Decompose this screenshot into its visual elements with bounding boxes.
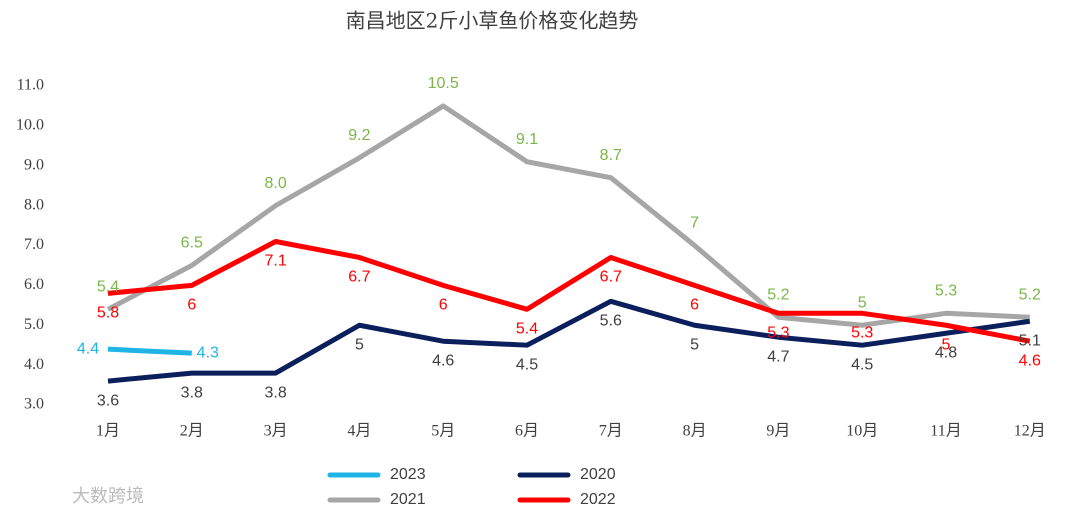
data-label: 4.5: [516, 356, 538, 373]
data-label: 9.2: [348, 127, 370, 144]
data-label: 7: [690, 215, 699, 232]
x-tick-label: 10月: [846, 423, 878, 440]
data-label: 5.4: [97, 279, 119, 296]
data-label: 4.7: [767, 348, 789, 365]
x-tick-label: 6月: [515, 423, 539, 440]
data-label: 5.8: [97, 305, 119, 322]
data-label: 5.2: [1019, 286, 1041, 303]
data-label: 5.3: [935, 283, 957, 300]
legend-label: 2022: [580, 491, 616, 508]
data-label: 6.5: [181, 235, 203, 252]
x-tick-label: 4月: [347, 423, 371, 440]
data-label: 4.6: [432, 352, 454, 369]
y-tick-label: 5.0: [24, 316, 44, 333]
legend-label: 2023: [390, 466, 426, 483]
data-label: 6: [690, 297, 699, 314]
x-tick-label: 7月: [599, 423, 623, 440]
data-label: 3.8: [264, 384, 286, 401]
x-tick-label: 3月: [264, 423, 288, 440]
series-line: [106, 103, 1030, 328]
data-label: 5.6: [600, 313, 622, 330]
data-label: 4.3: [197, 344, 219, 361]
legend-label: 2021: [390, 491, 426, 508]
y-tick-label: 3.0: [24, 396, 44, 413]
data-label: 3.8: [181, 384, 203, 401]
y-tick-label: 10.0: [16, 117, 44, 134]
series-line: [107, 298, 1031, 384]
y-tick-label: 9.0: [24, 156, 44, 173]
data-label: 5: [942, 336, 951, 353]
series-line: [107, 346, 192, 356]
x-tick-label: 5月: [431, 423, 455, 440]
data-label: 8.0: [264, 175, 286, 192]
y-tick-label: 8.0: [24, 196, 44, 213]
data-label: 5.2: [767, 286, 789, 303]
x-tick-label: 9月: [766, 423, 790, 440]
y-tick-label: 11.0: [17, 77, 44, 94]
data-label: 5: [355, 336, 364, 353]
data-label: 8.7: [600, 147, 622, 164]
x-tick-label: 2月: [180, 423, 204, 440]
series-line: [107, 239, 1031, 344]
data-label: 10.5: [428, 75, 459, 92]
data-label: 5.3: [767, 325, 789, 342]
x-tick-label: 12月: [1014, 423, 1046, 440]
y-tick-label: 7.0: [24, 236, 44, 253]
data-label: 6: [439, 297, 448, 314]
y-tick-label: 4.0: [24, 356, 44, 373]
x-tick-label: 1月: [96, 423, 120, 440]
data-label: 5.1: [1019, 332, 1041, 349]
chart-title: 南昌地区2斤小草鱼价格变化趋势: [346, 9, 639, 33]
data-label: 4.4: [77, 340, 99, 357]
watermark: 大数跨境: [72, 486, 144, 507]
y-tick-label: 6.0: [24, 276, 44, 293]
legend-label: 2020: [580, 466, 616, 483]
data-label: 5.3: [851, 325, 873, 342]
data-label: 6.7: [348, 269, 370, 286]
data-label: 6.7: [600, 269, 622, 286]
x-tick-label: 8月: [683, 423, 707, 440]
data-label: 4.5: [851, 356, 873, 373]
data-label: 4.6: [1019, 352, 1041, 369]
data-label: 9.1: [516, 131, 538, 148]
data-label: 5.4: [516, 321, 538, 338]
data-label: 6: [187, 297, 196, 314]
x-tick-label: 11月: [930, 423, 961, 440]
data-label: 5: [690, 336, 699, 353]
data-label: 7.1: [264, 253, 286, 270]
data-label: 5: [858, 294, 867, 311]
data-label: 3.6: [97, 392, 119, 409]
data-label: 4.8: [935, 344, 957, 361]
